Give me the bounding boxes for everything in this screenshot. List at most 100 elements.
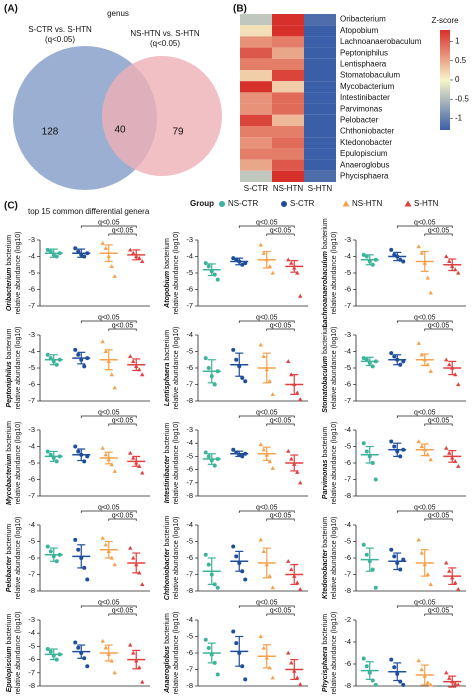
y-tick-label: -8: [28, 681, 35, 690]
set-name: NS-HTN vs. S-HTN: [130, 29, 200, 38]
data-point: [215, 277, 220, 282]
significance-label: q<0.05: [270, 417, 292, 424]
y-label-text: bacterium: [6, 328, 13, 359]
y-tick-label: -8: [186, 681, 193, 690]
y-tick-label: -5: [28, 458, 35, 467]
y-tick-label: -5: [28, 641, 35, 650]
significance-label: q<0.05: [428, 607, 450, 614]
data-point: [286, 559, 291, 563]
data-point: [140, 582, 145, 586]
data-point: [261, 250, 266, 255]
y-label-genus: Atopobium: [164, 271, 171, 309]
data-point: [258, 242, 263, 247]
data-point: [128, 354, 133, 359]
data-point: [428, 457, 433, 462]
heat-cell: [240, 170, 272, 182]
legend-label: S-CTR: [290, 199, 315, 208]
heat-cell: [272, 25, 304, 37]
significance-bracket: [108, 328, 137, 331]
y-tick-label: -5: [186, 268, 193, 277]
legend-title: Z-score: [431, 16, 459, 25]
data-point: [364, 449, 369, 454]
heat-cell: [304, 58, 336, 70]
heat-cell: [240, 58, 272, 70]
data-point: [289, 260, 294, 265]
y-tick-label: -5: [186, 631, 193, 640]
data-point: [419, 667, 424, 672]
data-point: [73, 640, 78, 645]
y-label: Lachnoanaerobaculum bacterium: [322, 218, 329, 327]
significance-bracket: [266, 423, 295, 426]
data-point: [112, 274, 117, 278]
data-point: [203, 261, 208, 266]
y-label-unit: relative abundance (log10): [173, 517, 180, 600]
data-point: [100, 339, 105, 344]
significance-label: q<0.05: [98, 599, 120, 606]
y-label-genus: Epulopiscium: [6, 646, 13, 692]
y-tick-label: -5: [344, 441, 351, 450]
data-point: [203, 637, 208, 642]
data-point: [444, 357, 449, 362]
y-label-text: bacterium: [6, 421, 13, 452]
y-label-text: bacterium: [322, 427, 329, 458]
significance-label: q<0.05: [414, 219, 436, 226]
data-point: [73, 347, 78, 352]
y-label-genus: Stomatobaculum: [322, 356, 329, 413]
y-label: Lentisphaera bacterium: [164, 330, 171, 406]
data-point: [286, 448, 291, 453]
data-point: [243, 677, 248, 682]
legend-marker: [219, 201, 225, 207]
significance-bracket: [266, 613, 295, 616]
data-point: [270, 392, 275, 396]
data-point: [131, 359, 136, 363]
heat-cell: [272, 148, 304, 160]
data-point: [364, 552, 369, 557]
significance-label: q<0.05: [112, 512, 134, 519]
data-point: [76, 547, 81, 552]
data-point: [261, 549, 266, 553]
significance-bracket: [424, 518, 453, 521]
heat-cell: [304, 159, 336, 171]
data-point: [270, 585, 275, 590]
heat-cell: [304, 148, 336, 160]
heat-cell: [240, 25, 272, 37]
row-label: Ktedonobacter: [340, 138, 392, 147]
y-tick-label: -5: [344, 268, 351, 277]
y-tick-label: -2: [344, 615, 351, 624]
significance-bracket: [424, 613, 453, 616]
y-tick-label: -8: [186, 491, 193, 500]
y-label-genus: Anaeroglobus: [164, 646, 171, 694]
y-label-text: bacterium: [6, 235, 13, 266]
col-label: S-CTR: [244, 184, 269, 193]
significance-bracket: [80, 510, 137, 513]
significance-label: q<0.05: [98, 409, 120, 416]
data-point: [444, 560, 449, 565]
significance-label: q<0.05: [112, 607, 134, 614]
significance-label: q<0.05: [256, 504, 278, 511]
y-label-genus: Mycobacterium: [6, 454, 13, 505]
significance-label: q<0.05: [270, 512, 292, 519]
data-point: [206, 366, 211, 370]
row-label: Chthoniobacter: [340, 127, 395, 136]
data-point: [389, 547, 394, 552]
y-label: Stomatobaculum bacterium: [322, 323, 329, 413]
data-point: [258, 634, 263, 639]
significance-label: q<0.05: [256, 314, 278, 321]
y-label-text: bacterium: [322, 323, 329, 354]
data-point: [206, 264, 211, 269]
y-tick-label: -7: [344, 301, 351, 310]
data-point: [298, 682, 303, 686]
heat-cell: [272, 159, 304, 171]
data-point: [373, 585, 378, 590]
y-tick-label: -4: [186, 438, 193, 447]
y-label-text: bacterium: [322, 517, 329, 548]
data-point: [128, 247, 133, 252]
y-tick-label: -5: [344, 363, 351, 372]
heat-cell: [272, 47, 304, 59]
data-point: [425, 680, 430, 685]
significance-label: q<0.05: [270, 322, 292, 329]
data-point: [112, 468, 117, 473]
y-tick-label: -7: [28, 396, 35, 405]
y-tick-label: -7: [186, 301, 193, 310]
heat-cell: [272, 36, 304, 48]
